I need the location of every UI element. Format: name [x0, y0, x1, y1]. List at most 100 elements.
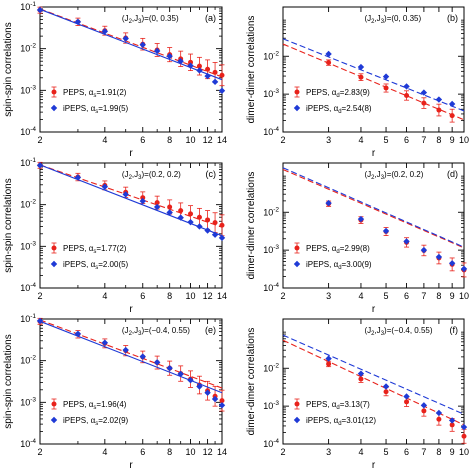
y-tick-label: 10-3: [263, 244, 279, 255]
legend-label-peps: PEPS, αd=2.83(9): [306, 88, 370, 99]
legend-marker-ipeps: [50, 104, 58, 112]
plot-frame: [39, 318, 223, 445]
panel-tag: (d): [447, 169, 458, 179]
data-point-ipeps: [211, 78, 219, 86]
x-tick-label: 12: [203, 135, 213, 145]
data-point-peps: [196, 63, 202, 69]
data-point-ipeps: [403, 83, 410, 90]
legend-marker-peps: [294, 245, 300, 251]
data-point-peps: [188, 59, 194, 65]
data-point-ipeps: [74, 330, 82, 338]
data-point-ipeps: [357, 370, 365, 377]
legend-marker-peps: [294, 89, 300, 95]
data-point-peps: [404, 93, 410, 99]
data-point-ipeps: [403, 238, 410, 245]
data-point-ipeps: [139, 41, 146, 48]
legend-marker-ipeps: [293, 260, 301, 268]
parameter-annotation: (J2,J3)=(0, 0.35): [364, 14, 421, 25]
x-tick-label: 5: [384, 447, 389, 457]
y-tick-label: 10-1: [20, 157, 36, 168]
data-point-peps: [205, 66, 211, 72]
data-point-ipeps: [420, 89, 428, 96]
fit-line-peps: [282, 43, 465, 121]
legend-marker-ipeps: [50, 416, 58, 424]
data-point-peps: [449, 422, 455, 428]
data-point-ipeps: [435, 253, 443, 261]
panel-tag: (b): [447, 13, 458, 23]
x-tick-label: 4: [102, 135, 107, 145]
data-point-ipeps: [177, 370, 184, 378]
legend-label-ipeps: iPEPS, αd=3.00(9): [306, 260, 372, 271]
data-point-ipeps: [218, 402, 226, 409]
data-point-ipeps: [153, 203, 161, 211]
y-tick-label: 10-4: [263, 126, 279, 137]
x-tick-label: 6: [404, 447, 409, 457]
data-point-ipeps: [211, 231, 219, 238]
x-tick-label: 7: [421, 447, 426, 457]
x-tick-label: 7: [421, 291, 426, 301]
data-point-peps: [178, 208, 184, 214]
x-tick-label: 2: [280, 291, 285, 301]
data-point-peps: [188, 211, 194, 217]
x-tick-label: 6: [140, 291, 145, 301]
data-point-peps: [461, 433, 467, 439]
data-point-peps: [326, 361, 332, 367]
x-tick-label: 12: [203, 447, 213, 457]
y-tick-label: 10-1: [20, 1, 36, 12]
y-tick-label: 10-3: [263, 400, 279, 411]
y-tick-label: 10-2: [20, 43, 36, 54]
panel-f: 10-4 10-3 10-2 2 3 4 5 6 7 8 9 10 r dimer-dimer corre…: [246, 318, 469, 471]
x-tick-label: 4: [102, 447, 107, 457]
x-tick-label: 2: [37, 447, 42, 457]
x-tick-label: 6: [140, 447, 145, 457]
legend-label-ipeps: iPEPS, αd=3.01(12): [306, 416, 376, 427]
x-tick-label: 10: [186, 447, 196, 457]
data-point-ipeps: [74, 18, 82, 26]
legend-label-peps: PEPS, αs=1.96(4): [63, 400, 127, 411]
legend-label-peps: PEPS, αs=1.77(2): [63, 244, 127, 255]
x-tick-label: 10: [459, 291, 469, 301]
data-point-ipeps: [357, 215, 365, 223]
data-point-ipeps: [218, 87, 226, 94]
data-point-ipeps: [153, 359, 161, 366]
parameter-annotation: (J2,J3)=(0.2, 0.2): [364, 170, 423, 181]
data-point-ipeps: [448, 100, 456, 108]
x-tick-label: 8: [436, 447, 441, 457]
parameter-annotation: (J2,J3)=(0.2, 0.2): [122, 170, 181, 181]
x-tick-label: 6: [140, 135, 145, 145]
x-axis-label: r: [372, 148, 376, 159]
data-point-ipeps: [187, 376, 194, 384]
data-point-peps: [212, 220, 218, 226]
legend-label-ipeps: iPEPS, αs=1.99(5): [63, 104, 129, 115]
data-point-peps: [436, 416, 442, 422]
plot-frame: [282, 6, 465, 133]
data-point-ipeps: [153, 47, 161, 55]
y-axis-label: dimer-dimer correlations: [246, 328, 257, 436]
data-point-peps: [212, 69, 218, 75]
data-point-peps: [421, 408, 427, 414]
x-tick-label: 10: [459, 135, 469, 145]
legend-label-peps: PEPS, αs=1.91(2): [63, 88, 127, 99]
data-point-ipeps: [177, 58, 184, 65]
x-axis-label: r: [129, 304, 133, 315]
data-point-ipeps: [448, 260, 456, 267]
x-tick-label: 14: [217, 291, 227, 301]
data-point-peps: [140, 195, 146, 201]
data-point-peps: [219, 222, 225, 228]
data-point-peps: [449, 113, 455, 119]
data-point-ipeps: [36, 317, 44, 325]
fit-line-ipeps: [282, 334, 465, 415]
x-tick-label: 12: [203, 291, 213, 301]
y-tick-label: 10-1: [20, 313, 36, 324]
data-point-ipeps: [204, 72, 211, 80]
x-axis-label: r: [372, 460, 376, 471]
data-point-ipeps: [177, 214, 184, 221]
x-axis-label: r: [129, 148, 133, 159]
data-point-ipeps: [196, 383, 203, 390]
data-point-ipeps: [36, 6, 44, 14]
data-point-ipeps: [460, 423, 468, 431]
data-point-ipeps: [325, 355, 332, 362]
x-tick-label: 6: [404, 291, 409, 301]
data-point-peps: [421, 100, 427, 106]
panel-a: 10-4 10-3 10-2 10-1 2 4 6 8 10 12 14 r spin-spin cor…: [3, 1, 227, 159]
